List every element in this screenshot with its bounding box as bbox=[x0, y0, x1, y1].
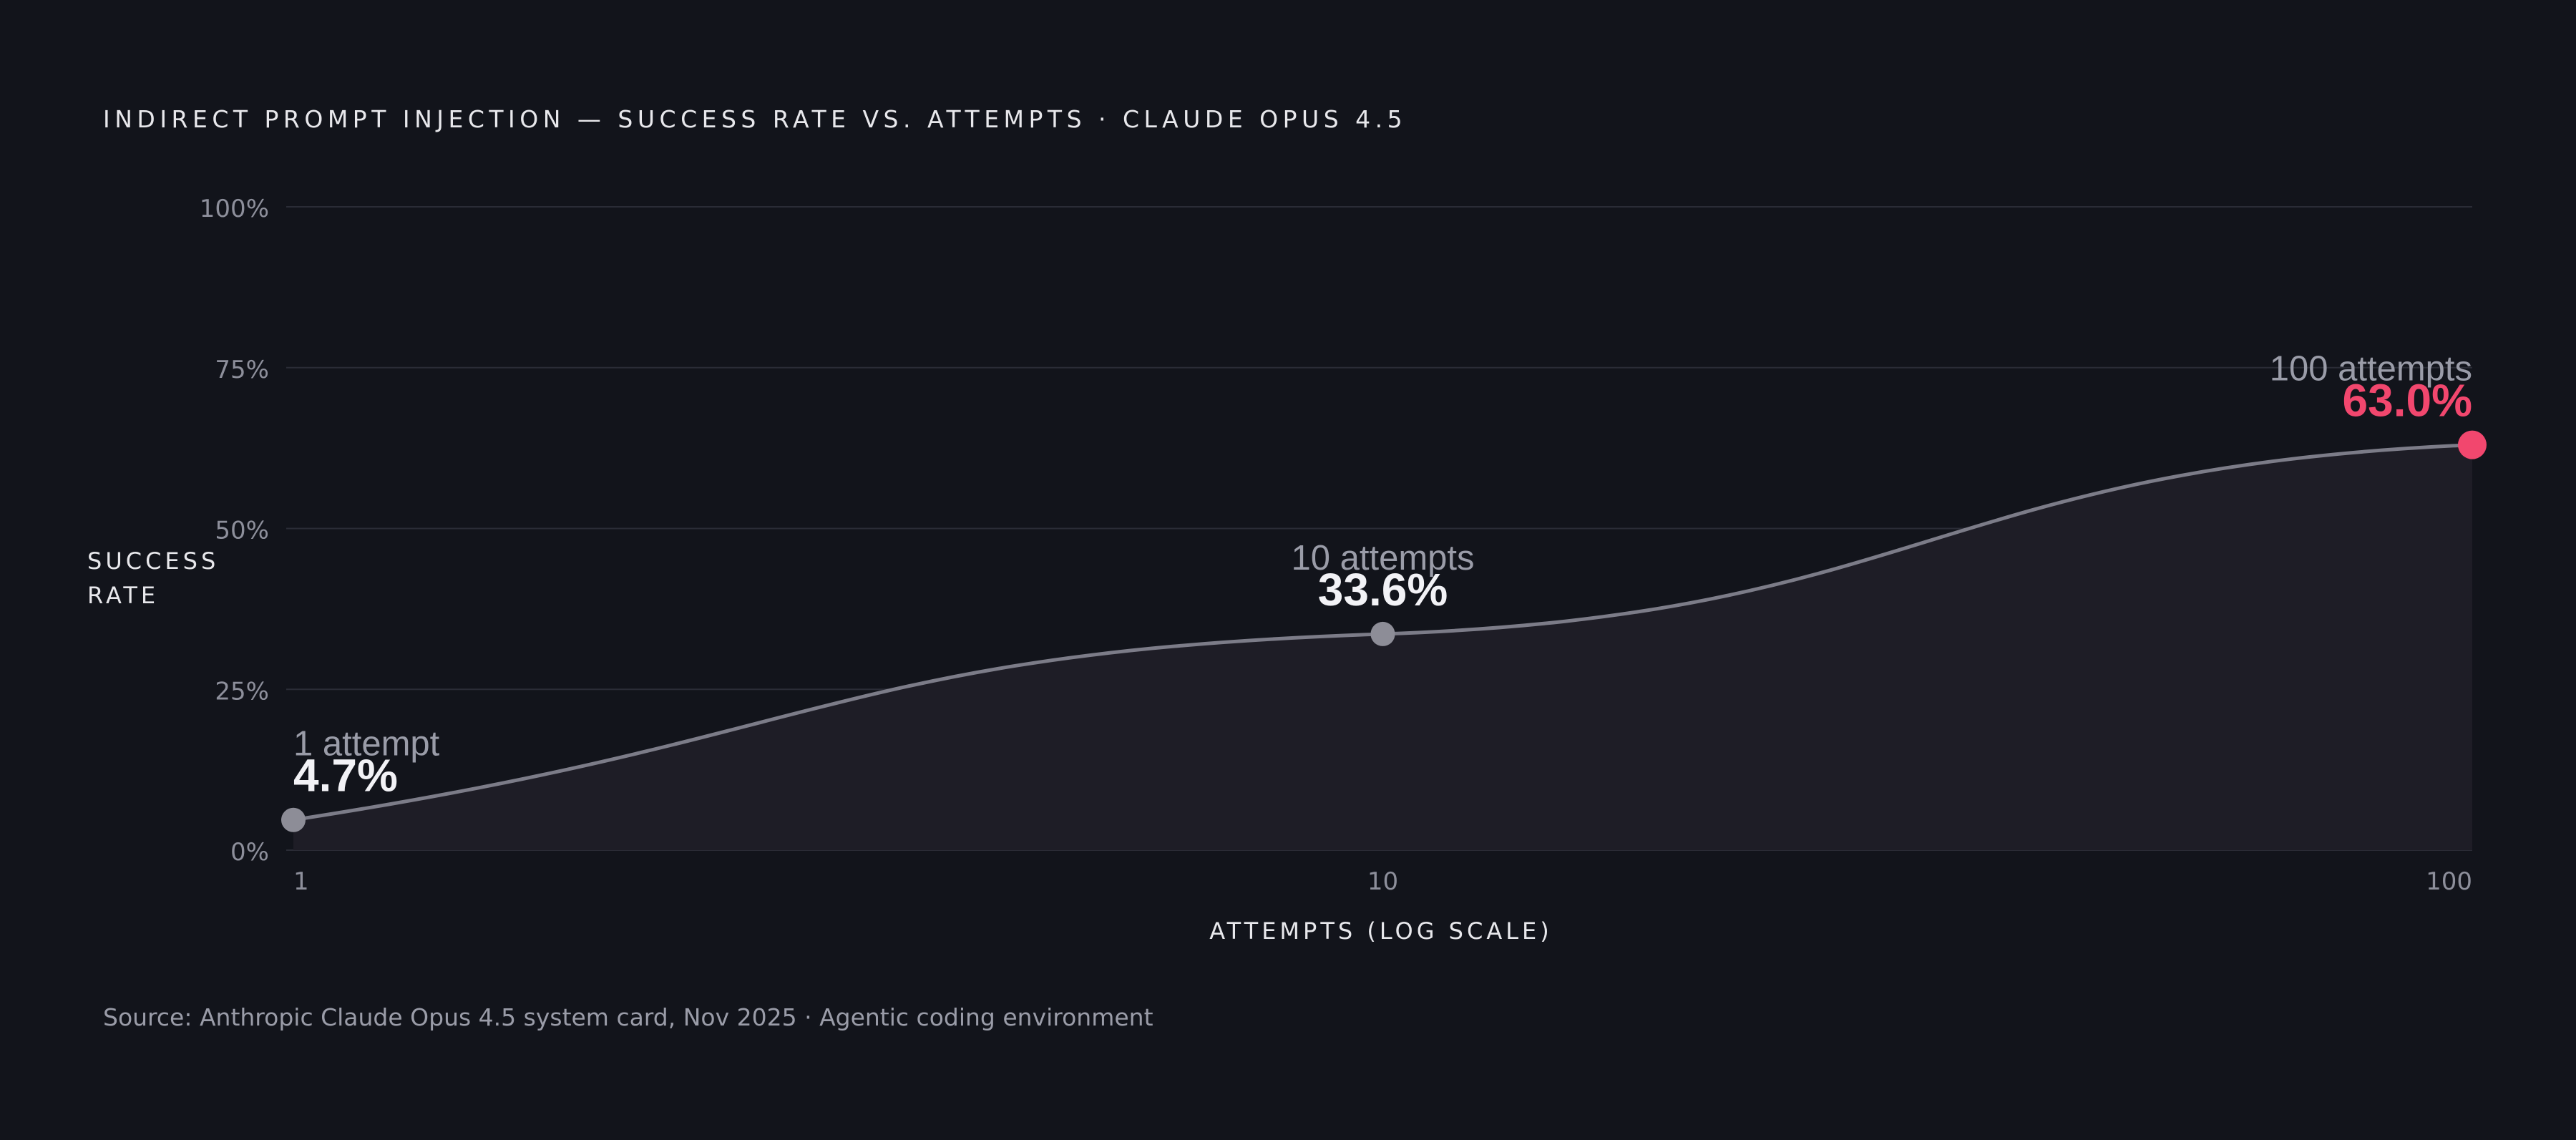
area-layer bbox=[293, 444, 2472, 850]
data-point bbox=[281, 807, 306, 832]
y-tick-label: 25% bbox=[215, 677, 269, 706]
x-axis-label: ATTEMPTS (LOG SCALE) bbox=[1209, 917, 1553, 945]
annotation-caption: 1 attempt bbox=[293, 725, 440, 764]
y-tick-label: 100% bbox=[200, 195, 269, 223]
annotation-value: 4.7% bbox=[293, 750, 398, 802]
annotation-value: 33.6% bbox=[1318, 564, 1448, 615]
x-tick-label: 100 bbox=[2426, 867, 2472, 896]
source-note: Source: Anthropic Claude Opus 4.5 system… bbox=[103, 1003, 1153, 1031]
y-tick-label: 50% bbox=[215, 517, 269, 545]
series-area bbox=[293, 444, 2472, 850]
marker-layer bbox=[281, 430, 2487, 832]
y-tick-label: 0% bbox=[230, 838, 269, 867]
y-axis-label: SUCCESS RATE bbox=[87, 544, 219, 613]
annotation-caption: 10 attempts bbox=[1291, 539, 1474, 578]
annotation-value: 63.0% bbox=[2343, 375, 2472, 427]
annotation-caption: 100 attempts bbox=[2270, 350, 2472, 389]
data-point bbox=[1370, 621, 1395, 646]
y-axis-label-line: SUCCESS bbox=[87, 547, 220, 575]
data-point bbox=[2458, 430, 2487, 459]
y-tick-label: 75% bbox=[215, 356, 269, 384]
x-tick-label: 1 bbox=[293, 867, 309, 896]
chart-title: INDIRECT PROMPT INJECTION — SUCCESS RATE… bbox=[103, 105, 1407, 133]
x-tick-label: 10 bbox=[1367, 867, 1398, 896]
y-axis-label-line: RATE bbox=[87, 582, 160, 609]
